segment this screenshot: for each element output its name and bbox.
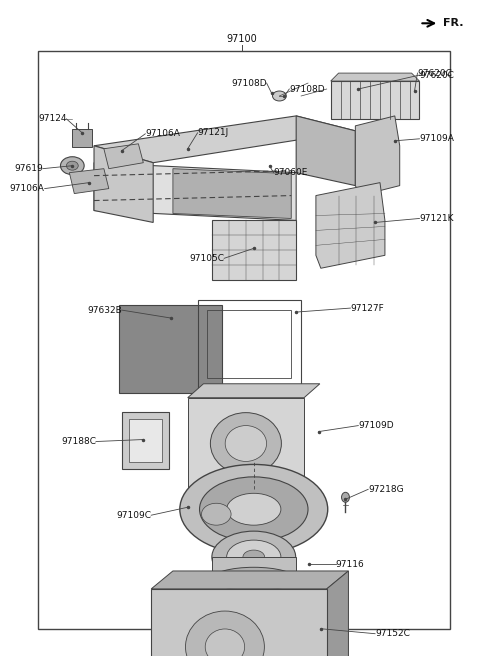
Text: 97100: 97100	[227, 34, 257, 44]
Ellipse shape	[205, 629, 245, 657]
Polygon shape	[327, 571, 348, 657]
Text: 97109A: 97109A	[420, 134, 454, 143]
Text: 97060E: 97060E	[274, 168, 308, 177]
Text: 97124: 97124	[38, 114, 66, 124]
Polygon shape	[94, 146, 153, 223]
Bar	[129, 419, 162, 463]
Polygon shape	[70, 169, 109, 194]
Polygon shape	[316, 183, 385, 268]
Bar	[151, 589, 327, 657]
Text: 97152C: 97152C	[375, 629, 410, 638]
Text: 97127F: 97127F	[350, 304, 384, 313]
Ellipse shape	[200, 477, 308, 541]
Ellipse shape	[227, 540, 281, 574]
Polygon shape	[331, 73, 420, 81]
Ellipse shape	[225, 426, 266, 461]
Text: 97121K: 97121K	[420, 214, 454, 223]
Text: 97105C: 97105C	[189, 254, 224, 263]
Text: 97218G: 97218G	[368, 485, 404, 494]
Text: 97108D: 97108D	[231, 79, 266, 87]
Bar	[188, 397, 304, 489]
Bar	[331, 81, 420, 119]
Bar	[38, 51, 450, 629]
Text: 97109D: 97109D	[358, 421, 394, 430]
Text: 97108D: 97108D	[289, 85, 325, 93]
Ellipse shape	[212, 531, 296, 583]
Text: 97620C: 97620C	[418, 68, 452, 78]
Text: 97620C: 97620C	[420, 70, 454, 79]
Bar	[212, 557, 296, 579]
Ellipse shape	[342, 492, 349, 502]
Ellipse shape	[202, 503, 231, 525]
Text: FR.: FR.	[443, 18, 464, 28]
Bar	[198, 300, 301, 388]
Polygon shape	[188, 384, 320, 397]
Text: 97632B: 97632B	[87, 306, 121, 315]
Ellipse shape	[60, 157, 84, 175]
Bar	[207, 310, 291, 378]
Polygon shape	[104, 144, 144, 169]
Bar	[72, 129, 92, 147]
Ellipse shape	[210, 413, 281, 474]
Text: 97116: 97116	[336, 560, 364, 568]
Text: 97109C: 97109C	[116, 510, 151, 520]
Polygon shape	[94, 163, 296, 221]
Polygon shape	[355, 116, 400, 196]
Text: 97106A: 97106A	[10, 184, 45, 193]
Bar	[119, 305, 222, 393]
Text: 97619: 97619	[14, 164, 43, 173]
Bar	[121, 412, 169, 469]
Polygon shape	[296, 116, 355, 186]
Ellipse shape	[227, 493, 281, 525]
Polygon shape	[94, 116, 355, 163]
Text: 97106A: 97106A	[145, 129, 180, 139]
Bar	[212, 221, 296, 280]
Ellipse shape	[180, 464, 328, 554]
Ellipse shape	[212, 567, 296, 591]
Ellipse shape	[273, 91, 286, 101]
Polygon shape	[173, 169, 291, 219]
Ellipse shape	[243, 550, 264, 564]
Polygon shape	[151, 571, 348, 589]
Ellipse shape	[185, 611, 264, 657]
Text: 97121J: 97121J	[198, 128, 229, 137]
Text: 97188C: 97188C	[61, 437, 96, 446]
Ellipse shape	[66, 161, 78, 170]
